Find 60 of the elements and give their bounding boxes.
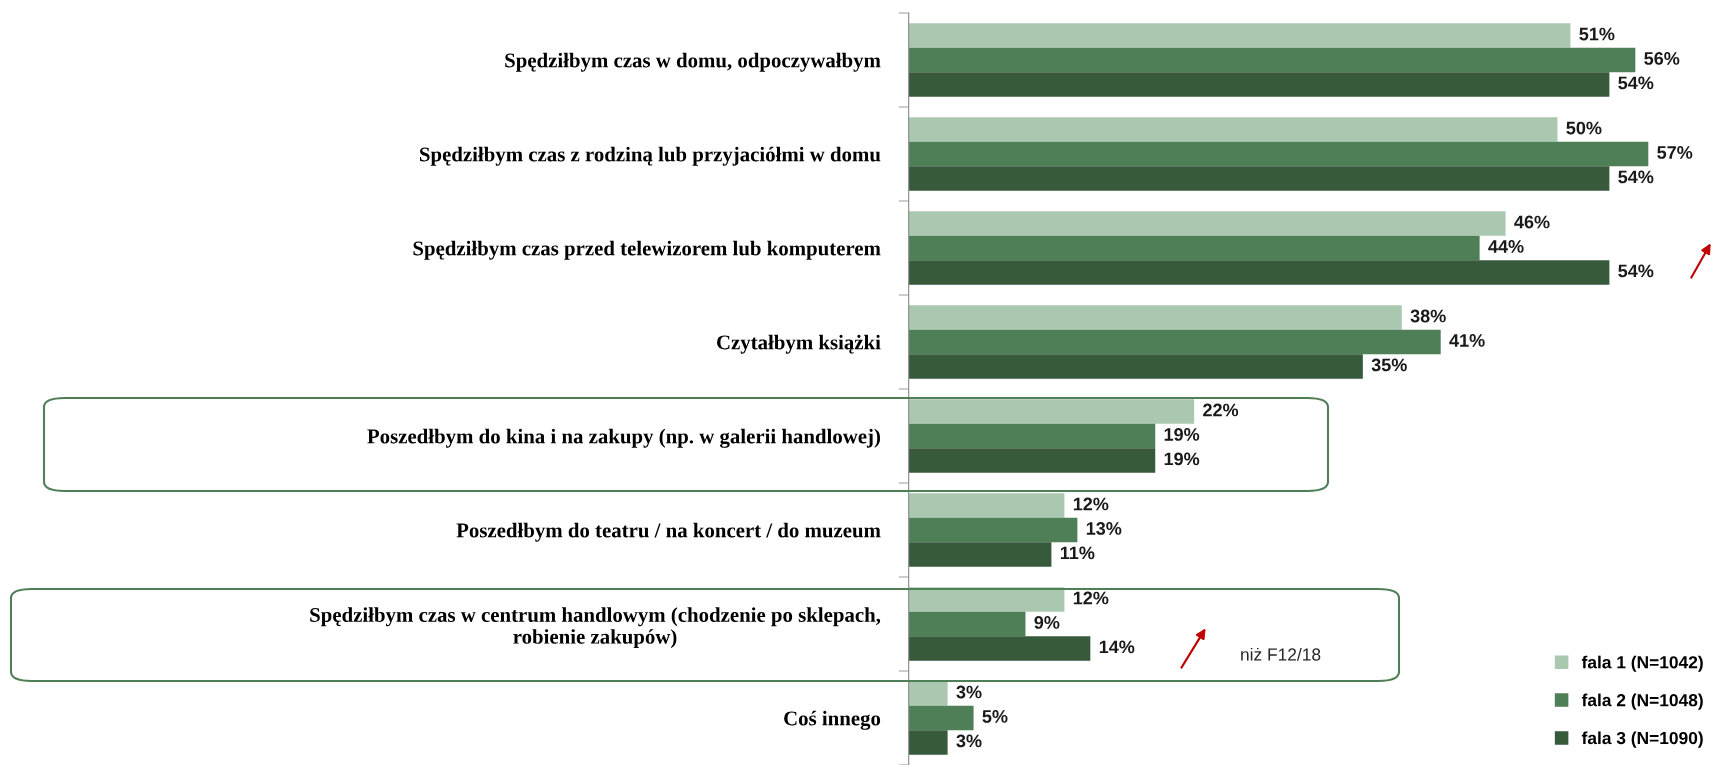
bar bbox=[908, 611, 1026, 637]
y-tick-label: Spędziłbym czas przed telewizorem lub komputerem bbox=[413, 240, 881, 260]
bar bbox=[908, 448, 1156, 473]
bar bbox=[908, 705, 974, 731]
data-label: 3% bbox=[956, 734, 982, 748]
data-label: 54% bbox=[1618, 170, 1654, 184]
data-label: 12% bbox=[1073, 591, 1109, 605]
data-label: 46% bbox=[1514, 215, 1550, 229]
data-label: 54% bbox=[1618, 264, 1654, 278]
data-label: 9% bbox=[1034, 616, 1060, 629]
y-tick-label: Poszedłbym do teatru / na koncert / do muzeum bbox=[456, 522, 881, 542]
bar bbox=[908, 260, 1610, 285]
data-label: 35% bbox=[1371, 358, 1407, 372]
data-label: 19% bbox=[1164, 452, 1200, 466]
bar bbox=[908, 72, 1610, 97]
y-tick-label: Spędziłbym czas w centrum handlowym (chodzenie po sklepach, robienie zakupów) bbox=[310, 607, 881, 649]
bar bbox=[908, 235, 1480, 261]
data-label: 50% bbox=[1566, 121, 1602, 135]
legend-label: fala 2 (N=1048) bbox=[1581, 693, 1703, 710]
annotation: niż F12/18 bbox=[1241, 647, 1321, 661]
data-label: 11% bbox=[1060, 546, 1095, 560]
data-label: 38% bbox=[1410, 309, 1446, 323]
bar bbox=[908, 587, 1065, 612]
bar bbox=[908, 681, 948, 706]
y-tick-label: Coś innego bbox=[784, 710, 881, 730]
bar bbox=[908, 117, 1558, 142]
data-label: 51% bbox=[1579, 27, 1615, 41]
bar bbox=[908, 305, 1402, 330]
data-label: 22% bbox=[1203, 403, 1239, 417]
data-label: 54% bbox=[1618, 76, 1654, 90]
bar bbox=[908, 423, 1156, 449]
bar bbox=[908, 23, 1571, 48]
y-tick-label: Spędziłbym czas w domu, odpoczywałbym bbox=[505, 52, 881, 72]
y-tick-label: Czytałbym książki bbox=[716, 334, 881, 354]
bar bbox=[908, 493, 1065, 518]
bar bbox=[908, 636, 1091, 661]
data-label: 5% bbox=[982, 710, 1008, 723]
bar bbox=[908, 211, 1506, 236]
bar bbox=[908, 166, 1610, 191]
bar bbox=[908, 47, 1636, 73]
data-label: 56% bbox=[1644, 52, 1680, 65]
bar bbox=[908, 730, 948, 755]
bar bbox=[908, 354, 1363, 379]
data-label: 19% bbox=[1164, 428, 1200, 441]
data-label: 14% bbox=[1099, 640, 1135, 654]
bar bbox=[908, 141, 1649, 167]
data-label: 3% bbox=[956, 685, 982, 699]
data-label: 41% bbox=[1449, 334, 1485, 347]
y-tick-label: Poszedłbym do kina i na zakupy (np. w galerii handlowej) bbox=[367, 428, 881, 448]
bar bbox=[908, 399, 1195, 424]
legend-label: fala 3 (N=1090) bbox=[1581, 731, 1703, 748]
bar bbox=[908, 542, 1052, 567]
data-label: 13% bbox=[1086, 522, 1122, 535]
data-label: 57% bbox=[1657, 146, 1693, 159]
bar bbox=[908, 329, 1441, 355]
data-label: 44% bbox=[1488, 240, 1524, 253]
legend-label: fala 1 (N=1042) bbox=[1581, 655, 1703, 672]
data-label: 12% bbox=[1073, 497, 1109, 511]
bar bbox=[908, 517, 1078, 543]
y-tick-label: Spędziłbym czas z rodziną lub przyjaciółmi w domu bbox=[420, 146, 881, 166]
